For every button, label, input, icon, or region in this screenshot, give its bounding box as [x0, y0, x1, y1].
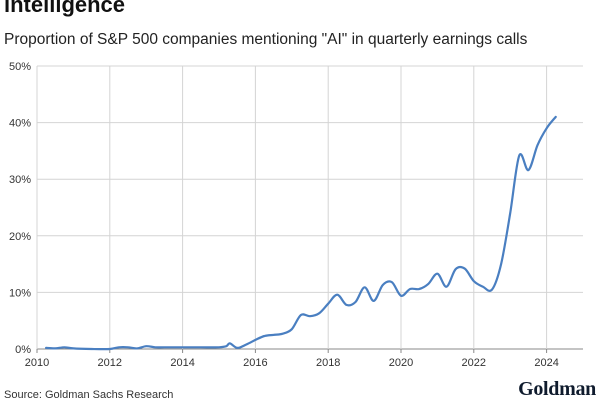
goldman-logo: Goldman [518, 378, 596, 400]
x-tick-label: 2024 [534, 357, 558, 369]
x-tick-label: 2014 [170, 357, 194, 369]
y-tick-label: 10% [9, 287, 31, 299]
source-note: Source: Goldman Sachs Research [4, 389, 174, 401]
y-tick-label: 0% [15, 344, 31, 356]
series-line [45, 115, 557, 351]
y-tick-label: 40% [9, 118, 31, 130]
chart-title: intelligence [4, 0, 126, 17]
x-tick-label: 2012 [98, 357, 122, 369]
x-tick-label: 2022 [462, 357, 486, 369]
x-tick-label: 2016 [243, 357, 267, 369]
y-tick-label: 30% [9, 174, 31, 186]
x-tick-label: 2010 [25, 357, 49, 369]
x-tick-label: 2018 [316, 357, 340, 369]
y-tick-label: 50% [9, 61, 31, 73]
x-tick-label: 2020 [389, 357, 413, 369]
y-tick-label: 20% [9, 231, 31, 243]
chart-subtitle: Proportion of S&P 500 companies mentioni… [4, 31, 528, 48]
